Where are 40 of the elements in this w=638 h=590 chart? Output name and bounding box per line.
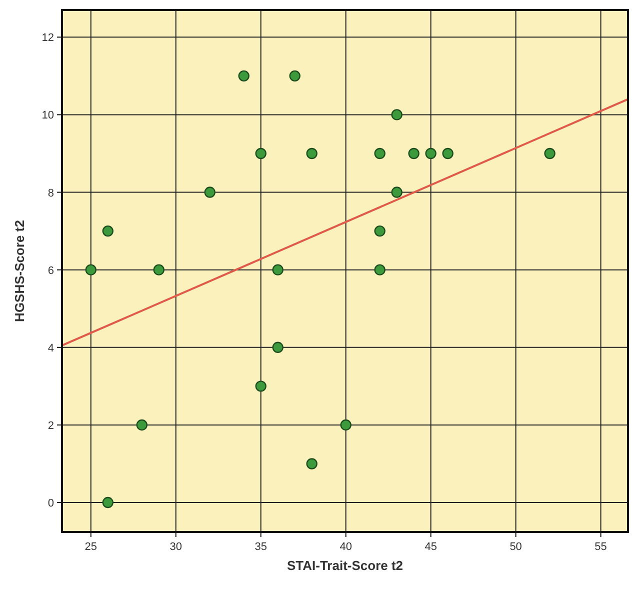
y-tick-label: 8 [48, 187, 54, 200]
point [306, 458, 318, 470]
point [85, 264, 96, 276]
x-tick-label: 30 [170, 541, 182, 553]
point [238, 70, 250, 82]
point [340, 419, 352, 431]
y-tick-label: 6 [48, 264, 54, 277]
point [425, 148, 436, 160]
point [255, 380, 266, 392]
point [544, 148, 556, 160]
x-tick-label: 45 [424, 541, 437, 553]
point [408, 148, 420, 160]
point [136, 419, 148, 431]
point [289, 70, 300, 82]
y-axis-title: HGSHS-Score t2 [12, 220, 27, 322]
y-tick-label: 2 [48, 420, 54, 432]
point [153, 264, 164, 276]
x-tick-label: 55 [594, 541, 607, 553]
x-axis-title: STAI-Trait-Score t2 [286, 558, 404, 573]
x-tick-label: 40 [340, 541, 352, 553]
point [391, 109, 402, 120]
point [442, 148, 454, 160]
x-tick-label: 25 [84, 541, 98, 553]
point [374, 148, 386, 160]
point [102, 225, 114, 237]
y-tick-label: 10 [42, 110, 54, 122]
x-tick-label: 35 [254, 541, 267, 553]
point [374, 225, 386, 237]
point [391, 186, 402, 198]
point [102, 496, 114, 508]
point [204, 186, 216, 198]
x-tick-label: 50 [510, 541, 522, 553]
point [272, 264, 284, 276]
point [306, 148, 318, 160]
point [374, 264, 386, 276]
point [272, 342, 284, 353]
y-tick-label: 4 [48, 342, 54, 354]
point [255, 148, 266, 160]
y-tick-label: 0 [48, 498, 54, 510]
y-tick-label: 12 [42, 32, 54, 44]
